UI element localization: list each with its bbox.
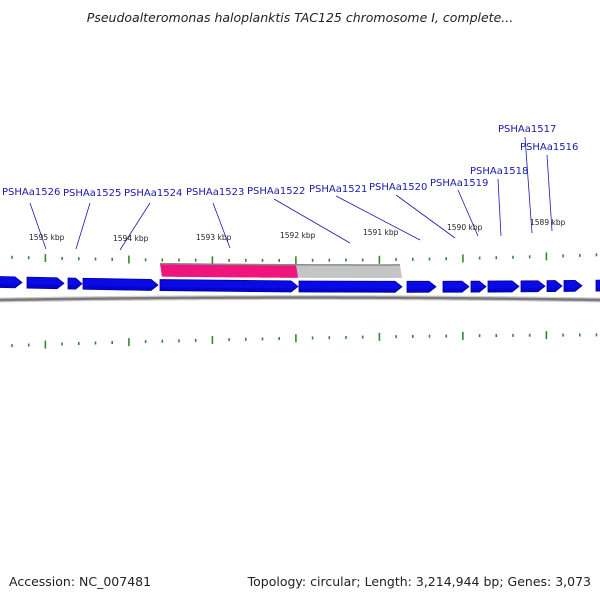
gene-label[interactable]: PSHAa1516 xyxy=(520,142,578,153)
leader-line xyxy=(119,202,151,251)
leader-line xyxy=(524,136,533,234)
gene-label[interactable]: PSHAa1517 xyxy=(498,124,556,135)
gene-arrow-shade xyxy=(547,286,561,292)
kbp-label: 1592 kbp xyxy=(280,231,316,240)
leader-line xyxy=(75,202,91,250)
leader-line xyxy=(546,154,553,232)
tick-marks-bottom xyxy=(11,331,598,349)
gene-arrow-shade xyxy=(68,284,81,290)
gene-arrow-shade xyxy=(564,286,581,292)
kbp-label: 1594 kbp xyxy=(113,234,149,243)
leader-line xyxy=(457,189,479,237)
gene-arrow-shade xyxy=(521,286,544,292)
gene-arrow-shade xyxy=(299,287,401,293)
highlighted-region[interactable] xyxy=(160,263,298,278)
map-title: Pseudoalteromonas haloplanktis TAC125 ch… xyxy=(86,10,514,25)
gene-arrow-shade xyxy=(471,287,485,293)
selection-edge xyxy=(159,262,401,266)
leader-line xyxy=(335,195,421,241)
gene-track xyxy=(0,276,600,293)
gene-arrow-shade xyxy=(488,286,518,293)
gene-arrow-shade xyxy=(0,283,21,288)
gene-label[interactable]: PSHAa1518 xyxy=(470,166,528,177)
gene-label[interactable]: PSHAa1522 xyxy=(247,186,305,197)
kbp-label: 1591 kbp xyxy=(363,228,399,237)
gene-arrow-shade xyxy=(407,287,435,293)
kbp-labels: 1595 kbp 1594 kbp 1593 kbp 1592 kbp 1591 kbp… xyxy=(29,218,566,243)
kbp-label: 1595 kbp xyxy=(29,233,65,242)
tick-marks-top xyxy=(11,252,598,265)
gene-label[interactable]: PSHAa1526 xyxy=(2,187,60,198)
leader-line xyxy=(212,202,231,249)
chromosome-backbone xyxy=(0,296,600,302)
label-leader-lines xyxy=(29,136,553,251)
gene-label[interactable]: PSHAa1525 xyxy=(63,188,121,199)
kbp-label: 1589 kbp xyxy=(530,218,566,227)
gene-label[interactable]: PSHAa1523 xyxy=(186,187,244,198)
genome-summary: Topology: circular; Length: 3,214,944 bp… xyxy=(247,574,591,589)
gene-arrow-shade xyxy=(27,283,63,289)
gene-arrow-shade xyxy=(83,285,157,291)
gene-arrow-shade xyxy=(160,286,297,292)
leader-line xyxy=(273,198,351,244)
gene-label[interactable]: PSHAa1524 xyxy=(124,188,182,199)
leader-line xyxy=(395,194,456,239)
gene-labels: PSHAa1526 PSHAa1525 PSHAa1524 PSHAa1523 PSHA… xyxy=(2,124,578,199)
accession-label: Accession: NC_007481 xyxy=(9,574,152,589)
kbp-label: 1590 kbp xyxy=(447,223,483,232)
gene-label[interactable]: PSHAa1519 xyxy=(430,178,488,189)
gene-arrow-shade xyxy=(443,287,468,293)
leader-line xyxy=(29,202,47,250)
gene-arrow-shade xyxy=(596,287,600,292)
gene-label[interactable]: PSHAa1521 xyxy=(309,184,367,195)
kbp-label: 1593 kbp xyxy=(196,233,232,242)
leader-line xyxy=(497,178,502,237)
gene-label[interactable]: PSHAa1520 xyxy=(369,182,427,193)
